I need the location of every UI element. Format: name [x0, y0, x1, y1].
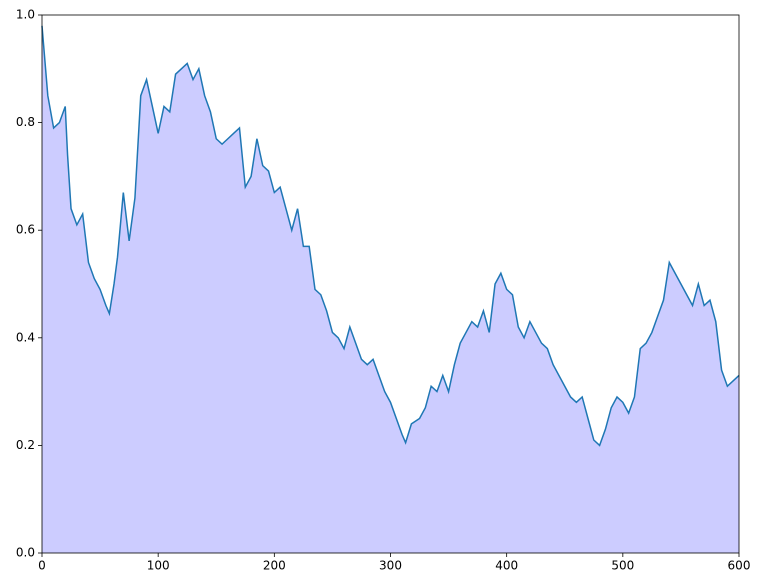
y-tick-label: 0.2 [16, 438, 35, 452]
y-tick-label: 0.8 [16, 115, 35, 129]
area-fill [42, 25, 739, 553]
x-tick-label: 600 [728, 559, 751, 573]
y-tick-label: 1.0 [16, 8, 35, 22]
y-tick-label: 0.0 [16, 546, 35, 560]
x-tick-label: 200 [263, 559, 286, 573]
x-tick-label: 500 [611, 559, 634, 573]
x-tick-label: 100 [147, 559, 170, 573]
x-tick-label: 300 [379, 559, 402, 573]
y-tick-label: 0.6 [16, 223, 35, 237]
line [41, 25, 740, 447]
x-tick-label: 0 [38, 559, 46, 573]
y-tick-label: 0.4 [16, 330, 35, 344]
x-tick-label: 400 [495, 559, 518, 573]
